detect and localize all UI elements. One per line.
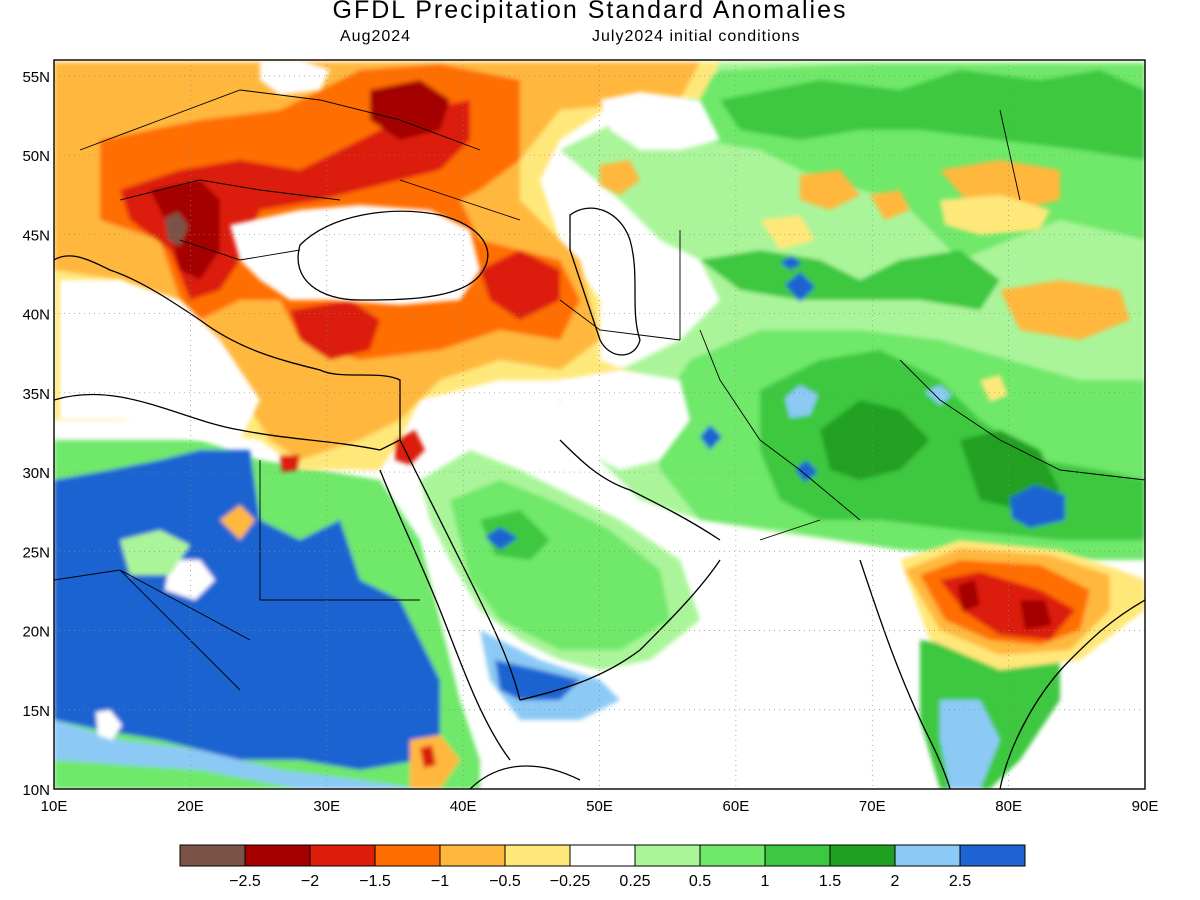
colorbar-label: 0.25 (619, 873, 650, 890)
x-tick-label: 70E (859, 798, 886, 815)
coastlines (54, 89, 1145, 789)
europe-borders (79, 89, 521, 261)
colorbar-swatch (309, 844, 376, 867)
india-anomalies (900, 540, 1145, 789)
x-tick-label: 20E (177, 798, 204, 815)
colorbar-label: 0.5 (689, 873, 711, 890)
y-tick-label: 45N (22, 227, 50, 244)
x-tick-label: 90E (1132, 798, 1159, 815)
colorbar-label: 2 (891, 873, 900, 890)
colorbar-label: 2.5 (949, 873, 971, 890)
colorbar-swatch (959, 844, 1026, 867)
x-tick-label: 30E (313, 798, 340, 815)
initial-conditions-label: July2024 initial conditions (592, 28, 801, 45)
wet-anomaly-africa (54, 440, 480, 789)
y-axis-ticks: 10N 15N 20N 25N 30N 35N 40N 45N 50N 55N (22, 69, 50, 799)
colorbar-label: −0.5 (489, 873, 521, 890)
colorbar-swatch (439, 844, 506, 867)
y-tick-label: 55N (22, 69, 50, 86)
x-tick-label: 60E (723, 798, 750, 815)
colorbar-swatch (829, 844, 896, 867)
y-tick-label: 25N (22, 544, 50, 561)
horn-africa-coast (469, 765, 581, 789)
colorbar-label: 1.5 (819, 873, 841, 890)
colorbar-label: −1.5 (359, 873, 391, 890)
y-tick-label: 35N (22, 386, 50, 403)
x-tick-label: 50E (586, 798, 613, 815)
colorbar-label: −1 (431, 873, 449, 890)
red-sea-coast (379, 439, 521, 761)
y-tick-label: 30N (22, 465, 50, 482)
near-zero-patches (60, 60, 1130, 789)
colorbar-swatch (374, 844, 441, 867)
gridlines (54, 60, 1145, 789)
anomaly-field (54, 60, 1145, 789)
colorbar-swatch (894, 844, 961, 867)
colorbar-swatch (634, 844, 701, 867)
colorbar-swatch (764, 844, 831, 867)
y-tick-label: 50N (22, 148, 50, 165)
colorbar-label: 1 (761, 873, 770, 890)
y-tick-label: 10N (22, 782, 50, 799)
colorbar-swatch (504, 844, 571, 867)
x-axis-ticks: 10E 20E 30E 40E 50E 60E 70E 80E 90E (41, 798, 1159, 815)
y-tick-label: 15N (22, 703, 50, 720)
forecast-month: Aug2024 (340, 28, 412, 45)
x-tick-label: 10E (41, 798, 68, 815)
arabia-south-coast (519, 559, 721, 701)
y-tick-label: 40N (22, 307, 50, 324)
map-frame (53, 59, 1146, 790)
colorbar-label: −2 (301, 873, 319, 890)
colorbar-swatch (699, 844, 766, 867)
black-sea-outline (297, 210, 489, 301)
colorbar: −2.5 −2 −1.5 −1 −0.5 −0.25 0.25 0.5 1 1.5 2 2.5 (179, 844, 1026, 890)
colorbar-swatch (179, 844, 246, 867)
x-tick-label: 80E (995, 798, 1022, 815)
chart-title: GFDL Precipitation Standard Anomalies (332, 0, 848, 24)
persian-gulf-coast (559, 439, 721, 541)
caspian-sea-outline (569, 207, 641, 356)
y-tick-label: 20N (22, 624, 50, 641)
x-tick-label: 40E (450, 798, 477, 815)
mediterranean-coast (54, 255, 401, 451)
colorbar-swatch (569, 844, 636, 867)
colorbar-label: −0.25 (550, 873, 591, 890)
colorbar-swatch (244, 844, 311, 867)
india-coast (859, 559, 1145, 789)
colorbar-label: −2.5 (229, 873, 261, 890)
wet-anomaly-arabia (420, 450, 700, 720)
